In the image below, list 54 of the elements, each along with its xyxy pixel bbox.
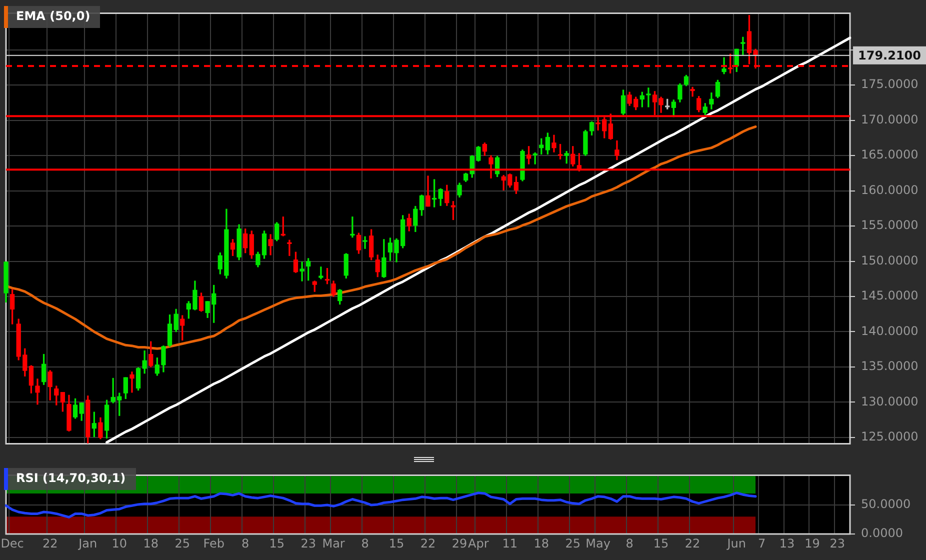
- x-tick-label: Mar: [322, 536, 345, 550]
- x-tick-label: 15: [269, 536, 284, 550]
- x-tick-label: 18: [534, 536, 550, 550]
- x-tick-label: 8: [626, 536, 634, 550]
- y-tick-label: 135.0000: [861, 359, 918, 374]
- candlestick: [287, 240, 292, 256]
- candlestick: [532, 152, 538, 164]
- legend-label: RSI (14,70,30,1): [8, 468, 136, 490]
- candlestick: [130, 372, 134, 393]
- y-tick-label: 0.0000: [861, 526, 903, 540]
- x-tick-label: 18: [143, 536, 159, 550]
- x-tick-label: 25: [174, 536, 190, 550]
- x-tick-label: 15: [653, 536, 669, 550]
- legend-label: EMA (50,0): [8, 6, 100, 28]
- x-tick-label: Feb: [203, 536, 224, 550]
- y-tick-label: 125.0000: [861, 430, 918, 444]
- y-tick-label: 170.0000: [861, 112, 918, 126]
- ref-line-label: 179.2100: [858, 48, 922, 63]
- x-tick-label: 23: [830, 536, 846, 550]
- candlestick: [564, 151, 569, 164]
- x-tick-label: 8: [242, 536, 250, 550]
- candlestick: [300, 262, 304, 282]
- x-tick-label: 25: [565, 536, 581, 550]
- y-tick-label: 145.0000: [861, 288, 918, 303]
- x-tick-label: 23: [300, 536, 316, 550]
- y-tick-label: 140.0000: [861, 324, 918, 338]
- candlestick: [318, 266, 324, 280]
- candlestick: [740, 36, 746, 56]
- x-tick-label: 22: [684, 536, 700, 550]
- candlestick: [646, 88, 651, 108]
- x-tick-label: 7: [758, 536, 766, 550]
- x-tick-label: 10: [112, 536, 128, 550]
- y-tick-label: 50.0000: [861, 497, 911, 512]
- candlestick: [362, 236, 368, 249]
- x-tick-label: May: [586, 536, 610, 550]
- x-tick-label: Jun: [726, 536, 746, 550]
- x-tick-label: Apr: [468, 536, 489, 550]
- y-tick-label: 150.0000: [861, 253, 918, 268]
- x-tick-label: 19: [804, 536, 820, 550]
- y-tick-label: 155.0000: [861, 218, 918, 232]
- candlestick: [690, 86, 695, 97]
- x-tick-label: Jan: [78, 536, 98, 550]
- y-tick-label: 160.0000: [861, 182, 918, 197]
- y-tick-label: 175.0000: [861, 77, 918, 92]
- x-tick-label: 22: [42, 536, 58, 550]
- x-tick-label: 13: [779, 536, 795, 550]
- y-tick-label: 130.0000: [861, 394, 918, 408]
- x-tick-label: 15: [388, 536, 404, 550]
- x-tick-label: 8: [361, 536, 369, 550]
- y-tick-label: 165.0000: [861, 148, 918, 162]
- x-tick-label: Dec: [0, 536, 24, 550]
- x-tick-label: 22: [420, 536, 436, 550]
- x-tick-label: 11: [502, 536, 518, 550]
- x-tick-label: 29: [452, 536, 468, 550]
